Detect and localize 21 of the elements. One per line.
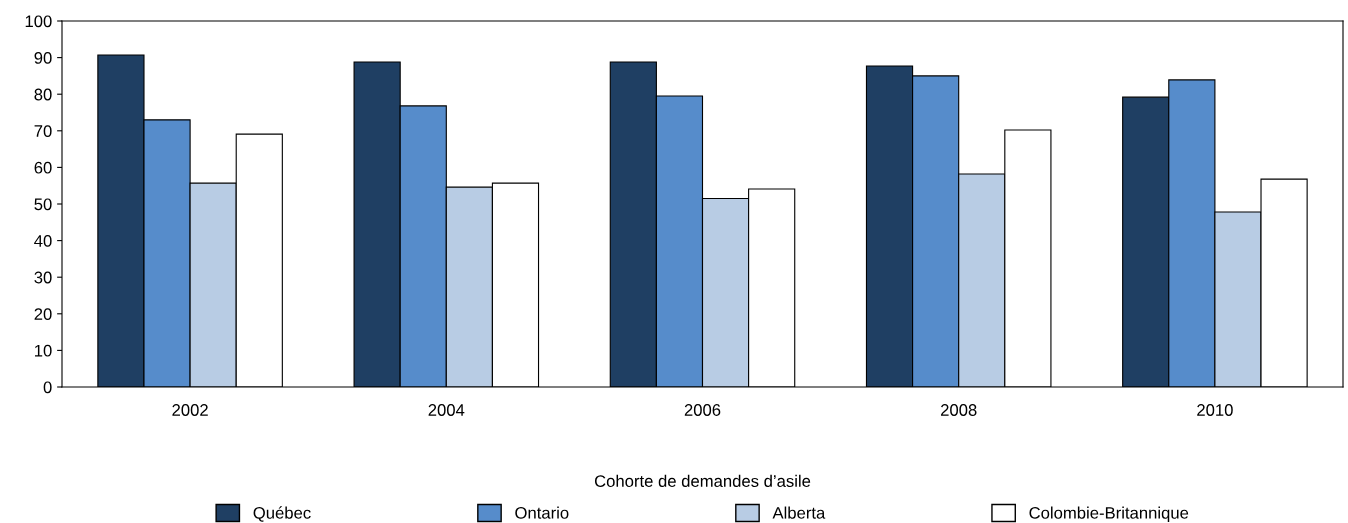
y-tick-label: 40 [34, 235, 52, 247]
y-tick-label: 20 [34, 308, 52, 320]
y-tick-label: 0 [43, 381, 52, 394]
legend-label: Ontario [515, 506, 569, 519]
x-tick-label: 2008 [941, 404, 977, 416]
legend-label: Colombie-Britannique [1029, 506, 1189, 523]
y-tick-label: 30 [34, 271, 52, 284]
y-tick-label: 60 [34, 161, 52, 174]
legend-label: Alberta [772, 506, 826, 519]
legend-label: Québec [253, 506, 311, 522]
y-tick-label: 90 [34, 52, 52, 64]
y-tick-label: 10 [35, 344, 52, 357]
y-tick-label: 50 [34, 198, 52, 211]
x-axis-title: Cohorte de demandes d’asile [594, 474, 811, 487]
x-tick-label: 2006 [684, 404, 721, 416]
x-tick-label: 2010 [1197, 404, 1233, 416]
y-tick-label: 80 [34, 88, 52, 101]
x-tick-label: 2002 [172, 404, 208, 416]
y-tick-label: 100 [25, 15, 52, 28]
y-tick-label: 70 [34, 125, 52, 137]
x-tick-label: 2004 [428, 404, 465, 416]
